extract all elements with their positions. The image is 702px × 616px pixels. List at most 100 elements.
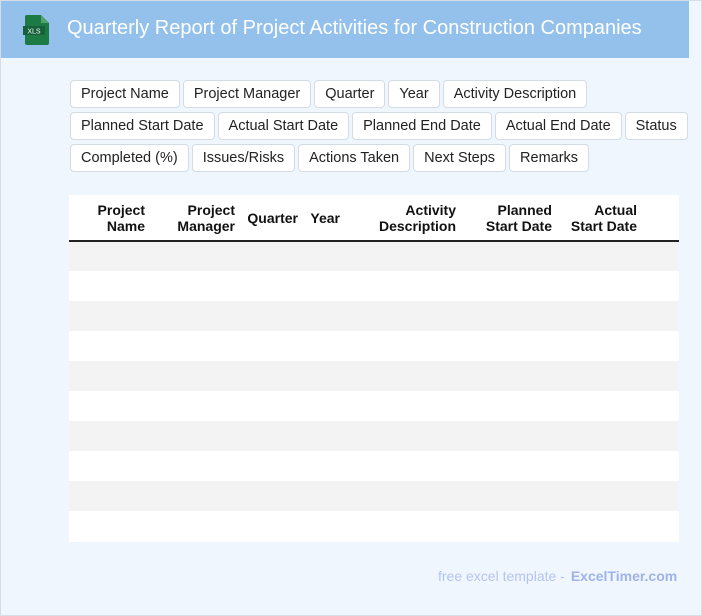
table-cell[interactable]	[643, 481, 679, 511]
table-cell[interactable]	[151, 391, 241, 421]
table-cell[interactable]	[69, 451, 151, 481]
table-cell[interactable]	[462, 361, 558, 391]
table-cell[interactable]	[241, 511, 304, 541]
table-cell[interactable]	[558, 451, 643, 481]
table-cell[interactable]	[69, 271, 151, 301]
table-cell[interactable]	[304, 241, 346, 271]
column-header[interactable]: Project Name	[69, 195, 151, 242]
table-cell[interactable]	[69, 391, 151, 421]
table-cell[interactable]	[304, 451, 346, 481]
table-cell[interactable]	[304, 331, 346, 361]
table-cell[interactable]	[69, 301, 151, 331]
table-cell[interactable]	[346, 331, 462, 361]
table-cell[interactable]	[151, 451, 241, 481]
table-cell[interactable]	[304, 391, 346, 421]
table-cell[interactable]	[346, 481, 462, 511]
table-cell[interactable]	[462, 511, 558, 541]
table-cell[interactable]	[643, 271, 679, 301]
table-cell[interactable]	[151, 301, 241, 331]
table-cell[interactable]	[151, 241, 241, 271]
table-cell[interactable]	[462, 451, 558, 481]
table-cell[interactable]	[304, 301, 346, 331]
field-chip[interactable]: Year	[388, 80, 440, 108]
table-cell[interactable]	[558, 511, 643, 541]
table-cell[interactable]	[304, 361, 346, 391]
table-cell[interactable]	[558, 301, 643, 331]
field-chip[interactable]: Planned End Date	[352, 112, 492, 140]
table-cell[interactable]	[462, 331, 558, 361]
column-header[interactable]: Planned Start Date	[462, 195, 558, 242]
table-cell[interactable]	[69, 421, 151, 451]
table-cell[interactable]	[462, 301, 558, 331]
table-cell[interactable]	[643, 241, 679, 271]
field-chip[interactable]: Actions Taken	[298, 144, 411, 172]
table-cell[interactable]	[241, 241, 304, 271]
field-chip[interactable]: Quarter	[314, 80, 386, 108]
table-cell[interactable]	[69, 361, 151, 391]
field-chip[interactable]: Actual Start Date	[217, 112, 350, 140]
column-header[interactable]: Project Manager	[151, 195, 241, 242]
table-cell[interactable]	[558, 271, 643, 301]
field-chip[interactable]: Status	[624, 112, 688, 140]
table-cell[interactable]	[643, 331, 679, 361]
table-cell[interactable]	[462, 391, 558, 421]
table-cell[interactable]	[346, 391, 462, 421]
table-cell[interactable]	[346, 421, 462, 451]
field-chip[interactable]: Actual End Date	[494, 112, 622, 140]
field-chip[interactable]: Project Manager	[182, 80, 312, 108]
table-cell[interactable]	[151, 271, 241, 301]
table-cell[interactable]	[241, 421, 304, 451]
table-cell[interactable]	[346, 241, 462, 271]
table-cell[interactable]	[643, 361, 679, 391]
column-header[interactable]: Quarter	[241, 195, 304, 242]
table-cell[interactable]	[241, 301, 304, 331]
table-cell[interactable]	[69, 511, 151, 541]
table-cell[interactable]	[241, 451, 304, 481]
table-cell[interactable]	[462, 481, 558, 511]
column-header[interactable]: Planned End Date	[643, 195, 679, 242]
column-header[interactable]: Year	[304, 195, 346, 242]
table-cell[interactable]	[304, 271, 346, 301]
table-cell[interactable]	[69, 481, 151, 511]
table-cell[interactable]	[304, 421, 346, 451]
table-cell[interactable]	[643, 451, 679, 481]
table-cell[interactable]	[558, 241, 643, 271]
table-cell[interactable]	[643, 511, 679, 541]
table-cell[interactable]	[241, 271, 304, 301]
field-chip[interactable]: Next Steps	[413, 144, 507, 172]
field-chip[interactable]: Planned Start Date	[70, 112, 215, 140]
table-cell[interactable]	[558, 361, 643, 391]
table-cell[interactable]	[346, 271, 462, 301]
table-cell[interactable]	[241, 361, 304, 391]
table-cell[interactable]	[462, 421, 558, 451]
table-cell[interactable]	[643, 421, 679, 451]
table-cell[interactable]	[241, 391, 304, 421]
table-cell[interactable]	[151, 481, 241, 511]
table-cell[interactable]	[151, 361, 241, 391]
field-chip[interactable]: Activity Description	[442, 80, 588, 108]
table-cell[interactable]	[151, 421, 241, 451]
table-cell[interactable]	[69, 331, 151, 361]
table-cell[interactable]	[558, 481, 643, 511]
table-cell[interactable]	[304, 481, 346, 511]
column-header[interactable]: Activity Description	[346, 195, 462, 242]
table-cell[interactable]	[241, 481, 304, 511]
table-cell[interactable]	[346, 511, 462, 541]
field-chip[interactable]: Issues/Risks	[191, 144, 296, 172]
table-cell[interactable]	[558, 391, 643, 421]
table-cell[interactable]	[346, 361, 462, 391]
field-chip[interactable]: Project Name	[70, 80, 180, 108]
table-cell[interactable]	[69, 241, 151, 271]
field-chip[interactable]: Remarks	[509, 144, 590, 172]
table-cell[interactable]	[304, 511, 346, 541]
table-cell[interactable]	[151, 331, 241, 361]
table-cell[interactable]	[462, 271, 558, 301]
table-cell[interactable]	[558, 421, 643, 451]
field-chip[interactable]: Completed (%)	[70, 144, 189, 172]
table-cell[interactable]	[643, 391, 679, 421]
table-cell[interactable]	[151, 511, 241, 541]
table-cell[interactable]	[558, 331, 643, 361]
column-header[interactable]: Actual Start Date	[558, 195, 643, 242]
table-cell[interactable]	[346, 301, 462, 331]
table-cell[interactable]	[346, 451, 462, 481]
